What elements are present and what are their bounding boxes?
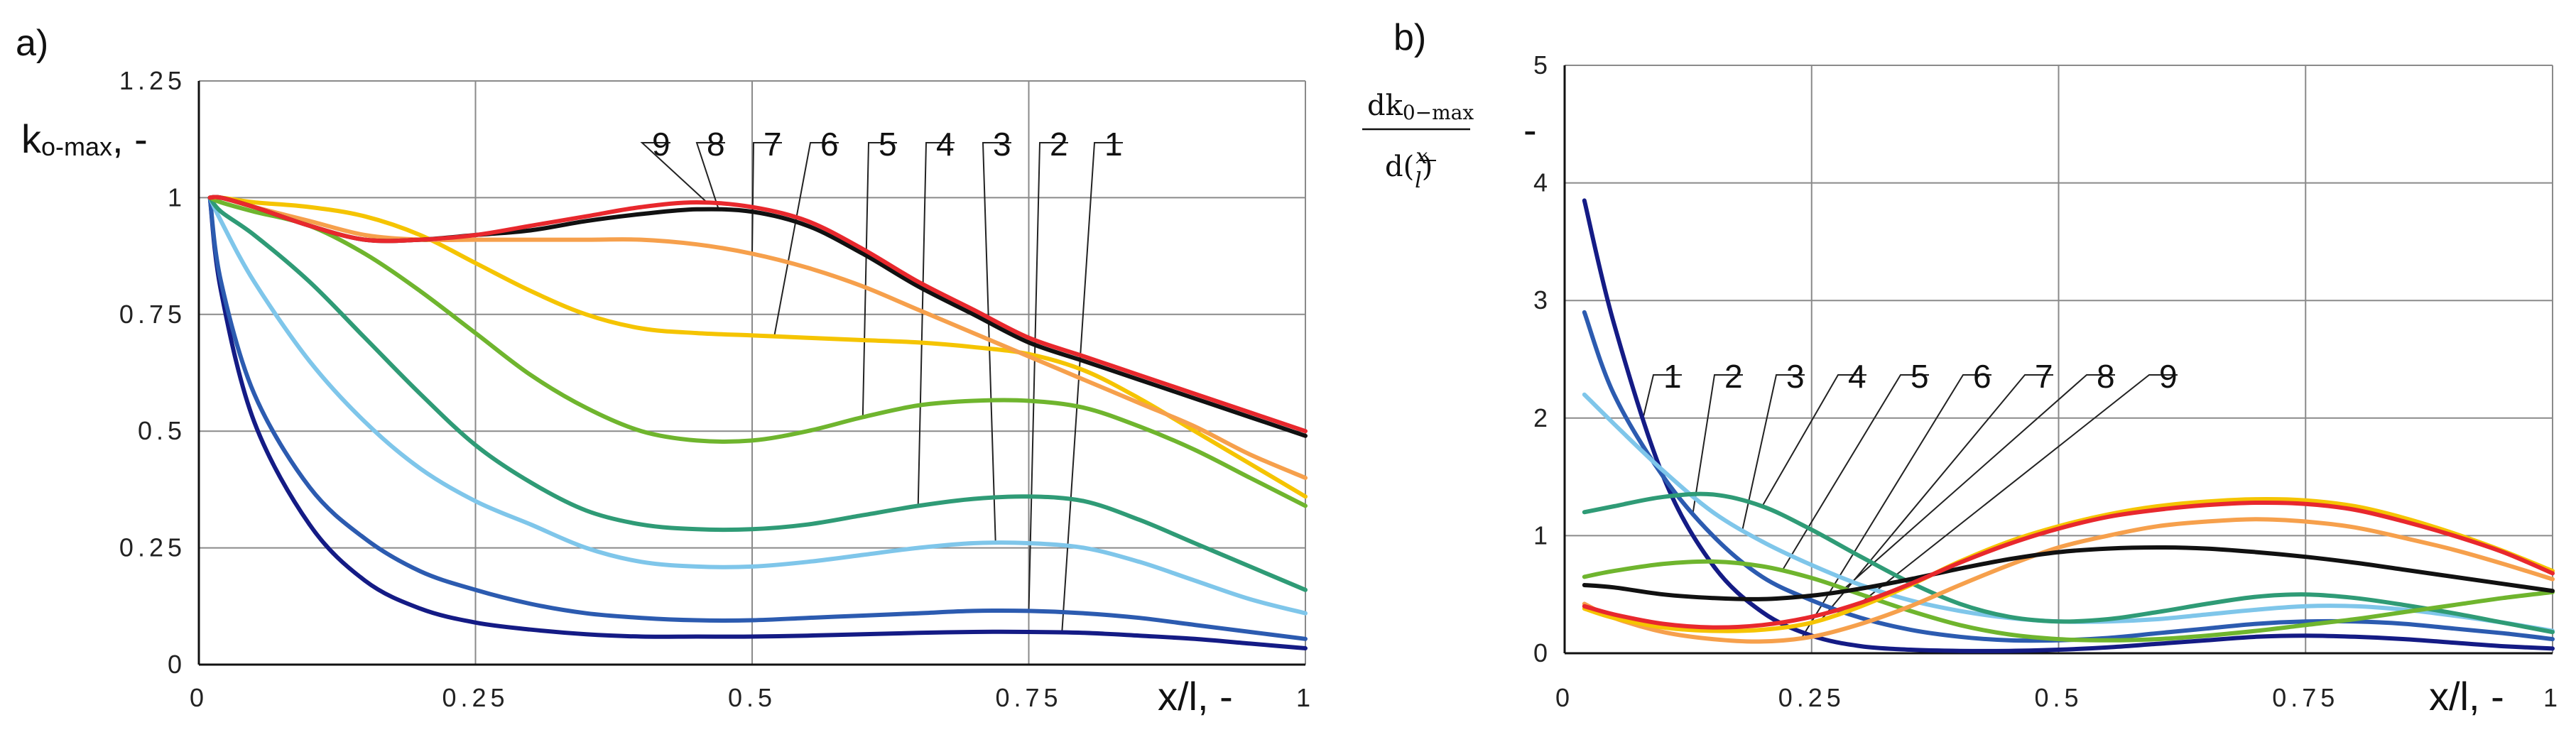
leader-line-3	[982, 142, 1011, 544]
series-line-7	[207, 195, 1308, 480]
y-tick-label: 2	[1533, 403, 1552, 432]
grid-b	[1563, 65, 2553, 655]
y-axis-title-a-k: k	[21, 116, 42, 161]
curve-label-2: 2	[1724, 358, 1743, 395]
x-tick-label: 0.75	[2272, 683, 2339, 712]
curve-label-4: 4	[1848, 358, 1866, 395]
y-axis-title-b: dk0−max d(x l) -	[1362, 89, 1537, 193]
series-line-3	[1582, 392, 2555, 633]
leader-line-5	[862, 142, 897, 418]
x-axis-title-b: x/l, -	[2429, 674, 2504, 719]
y-tick-label: 1	[168, 182, 186, 212]
leader-line-9	[1860, 374, 2178, 604]
series-line-4	[207, 195, 1308, 592]
curve-label-7: 7	[763, 126, 782, 163]
y-axis-title-b-suffix: -	[1523, 107, 1537, 152]
x-tick-label: 1	[1296, 683, 1315, 712]
series-line-1	[207, 195, 1308, 650]
ticks-b: 0 1 2 3 4 5 0 0.25 0.5 0.75 1	[1533, 50, 2562, 712]
ticks-a: 0 0.25 0.5 0.75 1 1.25 0 0.25 0.5 0.75 1	[119, 66, 1315, 712]
leader-line-7	[751, 142, 782, 254]
panel-b-label: b)	[1393, 17, 1426, 58]
series-line-8	[1582, 545, 2555, 601]
x-tick-label: 0.5	[728, 683, 776, 712]
chart-panel-a: a) ko-max, - 0 0.25 0.5 0.75 1 1.25 0 0.25 0.5 0.…	[16, 23, 1315, 719]
curve-label-3: 3	[993, 126, 1011, 163]
y-axis-title-a: ko-max, -	[21, 116, 148, 161]
curve-label-5: 5	[879, 126, 897, 163]
y-axis-title-a-suffix: , -	[112, 116, 148, 161]
leader-line-2	[1692, 374, 1743, 513]
x-tick-label: 0.25	[442, 683, 509, 712]
curve-label-9: 9	[2159, 358, 2178, 395]
leader-line-1	[1061, 142, 1123, 633]
leaders-b: 1 2 3 4 5 6 7 8 9	[1643, 358, 2178, 638]
curve-label-4: 4	[936, 126, 955, 163]
x-tick-label: 0.5	[2034, 683, 2082, 712]
series-line-6	[1582, 517, 2555, 644]
series-line-4	[1582, 491, 2555, 635]
curve-label-3: 3	[1786, 358, 1805, 395]
series-line-2	[207, 195, 1308, 641]
series-line-6	[207, 195, 1308, 499]
y-tick-label: 3	[1533, 285, 1552, 315]
y-tick-label: 0.25	[119, 533, 186, 562]
series-line-9	[207, 195, 1308, 434]
chart-panel-b: b) dk0−max d(x l) - 0 1 2 3 4 5 0 0.25 0.5 0.75 1 x…	[1362, 17, 2562, 719]
leader-line-2	[1028, 142, 1068, 611]
series-line-7	[1582, 496, 2555, 633]
x-tick-label: 0.25	[1778, 683, 1845, 712]
x-tick-label: 0	[1555, 683, 1574, 712]
series-line-2	[1582, 310, 2555, 643]
curve-label-1: 1	[1104, 126, 1123, 163]
grid-a	[197, 80, 1306, 666]
curve-label-8: 8	[707, 126, 725, 163]
leader-line-4	[917, 142, 955, 506]
curve-label-6: 6	[1973, 358, 1991, 395]
leaders-a: 12 3 4 5 6 7 89	[640, 126, 1123, 633]
y-axis-title-a-sub: o-max	[41, 132, 112, 161]
y-tick-label: 1	[1533, 520, 1552, 550]
leader-line-6	[773, 142, 839, 337]
leader-line-9	[640, 142, 709, 204]
series-line-1	[1582, 198, 2555, 653]
curves-b	[1582, 198, 2555, 653]
leader-line-8	[695, 142, 725, 211]
curve-label-2: 2	[1050, 126, 1068, 163]
leader-line-7	[1820, 374, 2053, 620]
curve-label-6: 6	[820, 126, 839, 163]
curve-label-1: 1	[1663, 358, 1682, 395]
leader-line-5	[1781, 374, 1929, 572]
leader-line-3	[1741, 374, 1805, 530]
y-tick-label: 4	[1533, 168, 1552, 197]
leader-line-4	[1761, 374, 1866, 507]
y-tick-label: 0.5	[138, 416, 186, 445]
y-axis-title-b-numerator: dk0−max	[1367, 89, 1474, 124]
series-line-5	[1582, 559, 2555, 643]
y-tick-label: 0	[1533, 638, 1552, 667]
y-axis-title-a-main: ko-max, -	[21, 116, 148, 161]
leader-line-1	[1643, 374, 1682, 416]
x-tick-label: 1	[2543, 683, 2562, 712]
series-line-3	[207, 195, 1308, 616]
curve-label-8: 8	[2097, 358, 2115, 395]
series-line-9	[1582, 500, 2555, 630]
x-axis-title-a: x/l, -	[1158, 674, 1233, 719]
curves-a	[207, 195, 1308, 650]
y-tick-label: 1.25	[119, 66, 186, 95]
leader-line-8	[1840, 374, 2115, 592]
series-line-5	[207, 195, 1308, 508]
y-tick-label: 0	[168, 650, 186, 679]
panel-a-label: a)	[16, 23, 48, 64]
curve-label-5: 5	[1911, 358, 1929, 395]
leader-line-6	[1800, 374, 1991, 638]
y-axis-title-b-denominator: d(x l)	[1385, 144, 1433, 193]
y-tick-label: 5	[1533, 50, 1552, 80]
curve-label-7: 7	[2035, 358, 2053, 395]
y-tick-label: 0.75	[119, 300, 186, 329]
x-tick-label: 0.75	[995, 683, 1062, 712]
curve-label-9: 9	[652, 126, 670, 163]
x-tick-label: 0	[190, 683, 208, 712]
